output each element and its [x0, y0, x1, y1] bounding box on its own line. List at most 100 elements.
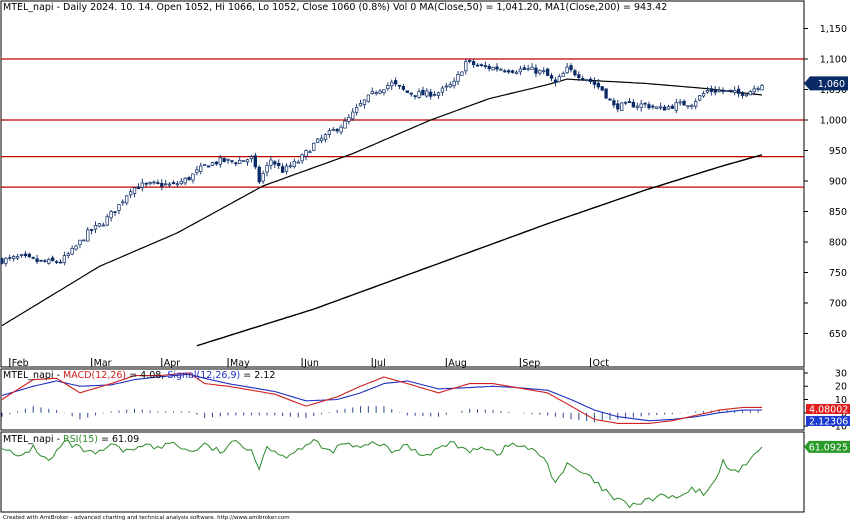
candle-body	[331, 129, 335, 131]
y-tick-label: 750	[829, 268, 847, 279]
candle-body	[721, 90, 725, 92]
macd-tag-box	[806, 404, 850, 414]
candle-body	[635, 105, 639, 108]
candle-body	[686, 105, 690, 108]
x-tick-label: Feb	[12, 358, 29, 369]
candle-body	[705, 90, 710, 93]
candle-body	[510, 70, 515, 73]
candle-body	[752, 88, 756, 93]
y-tick-label: 1,000	[820, 116, 847, 127]
macd-path	[1, 372, 762, 424]
candle-body	[195, 169, 199, 173]
candle-body	[335, 128, 339, 132]
candle-body	[51, 257, 55, 262]
y-tick-label: 1,150	[820, 24, 847, 35]
candle-body	[288, 165, 293, 168]
candle-body	[171, 182, 176, 184]
candle-body	[312, 142, 316, 151]
candle-body	[70, 248, 74, 255]
candle-body	[175, 183, 180, 186]
candle-body	[23, 253, 28, 256]
y-tick-label: 800	[829, 238, 847, 249]
price-pane	[0, 0, 805, 368]
candle-body	[249, 156, 254, 160]
candle-body	[140, 182, 144, 188]
candle-body	[479, 64, 484, 67]
candle-body	[397, 84, 402, 87]
candle-body	[608, 98, 612, 101]
rsi-tag: 61.0925	[804, 440, 850, 453]
candle-body	[514, 71, 519, 74]
ma200-path	[196, 154, 763, 347]
macd-tag-label: 2.12306	[809, 417, 848, 428]
candle-body	[756, 88, 760, 90]
candle-body	[612, 100, 616, 106]
candle-body	[31, 256, 35, 259]
candle-body	[678, 101, 682, 104]
candle-body	[507, 70, 511, 73]
candle-body	[600, 86, 604, 91]
candle-body	[417, 91, 421, 98]
candle-body	[655, 106, 659, 109]
candle-body	[280, 166, 285, 173]
candle-body	[12, 256, 16, 259]
candle-body	[101, 224, 105, 227]
chart-title: MTEL_napi - Daily 2024. 10. 14. Open 105…	[3, 2, 667, 13]
macd-tag-label: 4.08002	[809, 405, 848, 416]
candle-body	[596, 82, 600, 88]
rsi-tag-label: 61.0925	[809, 442, 848, 453]
candle-body	[226, 158, 230, 161]
candle-body	[549, 75, 554, 79]
candle-body	[386, 85, 390, 89]
candle-body	[152, 181, 156, 184]
x-tick-label: Oct	[593, 358, 610, 369]
candle-body	[662, 106, 667, 111]
candle-body	[4, 257, 8, 264]
candle-body	[495, 66, 499, 70]
candle-body	[78, 239, 82, 246]
candle-body	[538, 69, 542, 74]
candle-body	[323, 134, 328, 140]
candle-body	[362, 99, 367, 105]
rsi-tag-shape	[804, 440, 850, 453]
candle-body	[210, 162, 215, 166]
candle-body	[269, 159, 273, 166]
candlesticks	[0, 58, 764, 267]
candle-body	[128, 191, 133, 196]
candle-body	[701, 93, 706, 97]
candle-body	[296, 161, 300, 164]
candle-body	[113, 211, 117, 213]
macd-y-label: 20	[835, 382, 847, 393]
candle-body	[405, 90, 409, 93]
candle-body	[456, 74, 460, 82]
candle-body	[401, 86, 406, 90]
candle-body	[222, 157, 226, 163]
candle-body	[694, 101, 698, 107]
candle-body	[339, 126, 343, 133]
candle-body	[565, 66, 569, 74]
candle-body	[725, 89, 729, 92]
candle-body	[557, 76, 561, 82]
x-tick-label: Apr	[164, 358, 181, 369]
x-tick-label: Aug	[448, 358, 467, 369]
candle-body	[390, 81, 394, 87]
candle-body	[736, 88, 741, 94]
candle-body	[0, 258, 4, 264]
candle-body	[518, 68, 523, 73]
candle-body	[358, 103, 363, 107]
candle-body	[366, 94, 371, 102]
candle-body	[304, 150, 308, 157]
candle-body	[697, 95, 702, 101]
candle-body	[97, 223, 102, 227]
candle-body	[265, 165, 269, 173]
candle-body	[343, 120, 347, 129]
last-price-tag: 1,060	[804, 76, 848, 91]
candle-body	[148, 181, 152, 185]
candle-body	[577, 74, 581, 78]
horizontal-levels	[1, 58, 804, 188]
y-tick-label: 1,050	[820, 85, 847, 96]
candle-body	[542, 70, 546, 73]
y-tick-label: 1,100	[820, 55, 847, 66]
